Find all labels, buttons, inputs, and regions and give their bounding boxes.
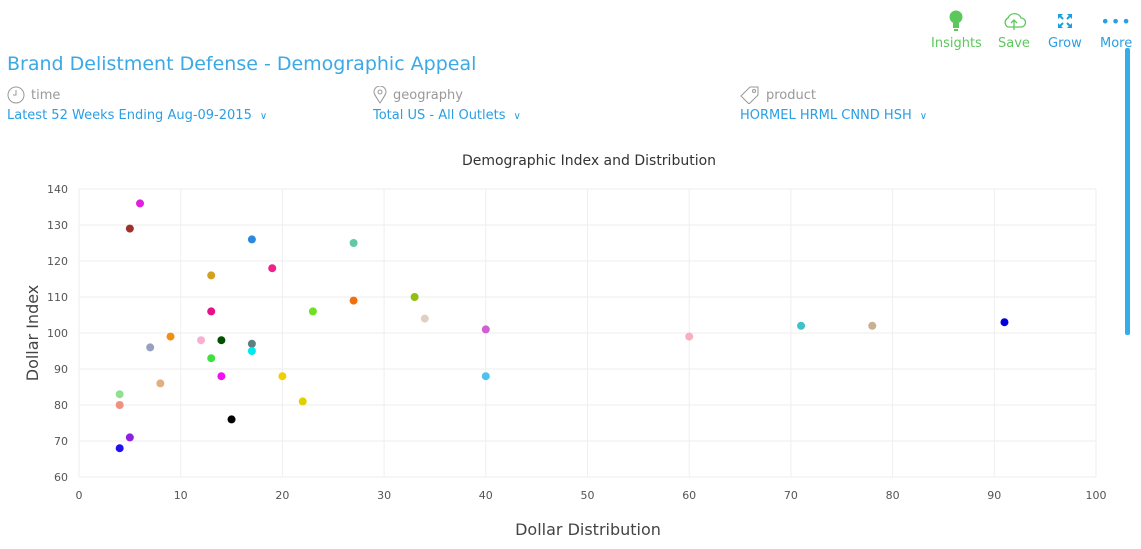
data-point [227, 415, 236, 424]
location-pin-icon [373, 86, 387, 104]
data-point [217, 372, 226, 381]
product-label: product [766, 87, 817, 103]
expand-icon [1057, 10, 1073, 32]
tag-icon [740, 86, 759, 104]
geography-value: Total US - All Outlets [373, 108, 506, 123]
data-point [125, 433, 134, 442]
clock-icon [7, 86, 25, 104]
y-tick-label: 100 [47, 327, 68, 340]
data-point [349, 239, 358, 247]
data-point [349, 296, 358, 305]
data-point [156, 379, 165, 388]
data-point [481, 372, 490, 381]
time-label: time [31, 87, 61, 103]
x-tick-label: 10 [174, 489, 188, 502]
data-point [308, 307, 317, 316]
insights-label: Insights [931, 36, 982, 51]
data-point [115, 401, 124, 409]
chevron-down-icon: ∨ [919, 111, 928, 122]
data-point [247, 347, 256, 355]
save-label: Save [998, 36, 1030, 51]
chevron-down-icon: ∨ [513, 111, 521, 122]
product-filter[interactable]: product HORMEL HRML CNND HSH ∨ [740, 86, 927, 123]
y-axis-label: Dollar Index [23, 285, 42, 382]
data-point [1000, 318, 1009, 327]
x-tick-label: 100 [1086, 489, 1107, 502]
data-point [247, 339, 256, 348]
time-value: Latest 52 Weeks Ending Aug-09-2015 [7, 108, 252, 123]
data-point [420, 314, 429, 323]
cloud-upload-icon [1002, 10, 1026, 32]
time-filter[interactable]: time Latest 52 Weeks Ending Aug-09-2015 ∨ [7, 86, 267, 123]
x-tick-label: 50 [581, 489, 595, 502]
y-tick-label: 110 [47, 291, 68, 304]
product-value: HORMEL HRML CNND HSH [740, 108, 912, 123]
y-tick-label: 130 [47, 219, 68, 232]
y-tick-label: 80 [54, 399, 68, 412]
data-point [868, 321, 877, 330]
grow-button[interactable]: Grow [1048, 10, 1082, 51]
geography-dropdown[interactable]: Total US - All Outlets ∨ [373, 108, 521, 123]
x-tick-label: 20 [275, 489, 289, 502]
data-point [197, 336, 206, 345]
data-point [136, 199, 145, 208]
data-point [685, 332, 694, 341]
more-label: More [1100, 36, 1133, 51]
grow-label: Grow [1048, 36, 1082, 51]
data-point [115, 444, 124, 453]
y-tick-label: 140 [47, 183, 68, 196]
more-dots-icon: ••• [1100, 11, 1132, 31]
data-point [207, 354, 216, 363]
data-point [207, 271, 216, 280]
insights-button[interactable]: Insights [931, 10, 982, 51]
data-point [166, 332, 175, 341]
x-tick-label: 30 [377, 489, 391, 502]
x-tick-label: 40 [479, 489, 493, 502]
data-point [410, 293, 419, 301]
data-point [797, 321, 806, 330]
x-tick-label: 0 [76, 489, 83, 502]
data-point [481, 325, 490, 334]
data-point [278, 372, 287, 381]
data-point [298, 397, 307, 406]
data-point [146, 343, 155, 352]
data-point [268, 264, 277, 273]
data-point [115, 390, 124, 399]
x-axis-label: Dollar Distribution [515, 520, 661, 539]
x-tick-label: 80 [886, 489, 900, 502]
chevron-down-icon: ∨ [259, 111, 268, 122]
y-tick-label: 60 [54, 471, 68, 484]
scrollbar[interactable] [1125, 48, 1130, 335]
more-button[interactable]: ••• More [1100, 10, 1133, 52]
data-point [207, 307, 216, 316]
x-tick-label: 70 [784, 489, 798, 502]
data-point [125, 224, 134, 233]
y-tick-label: 70 [54, 435, 68, 448]
data-point [217, 336, 226, 345]
x-tick-label: 90 [987, 489, 1001, 502]
product-dropdown[interactable]: HORMEL HRML CNND HSH ∨ [740, 108, 927, 123]
y-tick-label: 120 [47, 255, 68, 268]
time-dropdown[interactable]: Latest 52 Weeks Ending Aug-09-2015 ∨ [7, 108, 267, 123]
geography-filter[interactable]: geography Total US - All Outlets ∨ [373, 86, 521, 123]
data-point [247, 235, 256, 244]
chart-title: Demographic Index and Distribution [462, 153, 716, 169]
lightbulb-icon [948, 10, 964, 32]
save-button[interactable]: Save [998, 10, 1030, 51]
geography-label: geography [393, 87, 463, 103]
y-tick-label: 90 [54, 363, 68, 376]
page-title: Brand Delistment Defense - Demographic A… [7, 53, 477, 75]
x-tick-label: 60 [682, 489, 696, 502]
